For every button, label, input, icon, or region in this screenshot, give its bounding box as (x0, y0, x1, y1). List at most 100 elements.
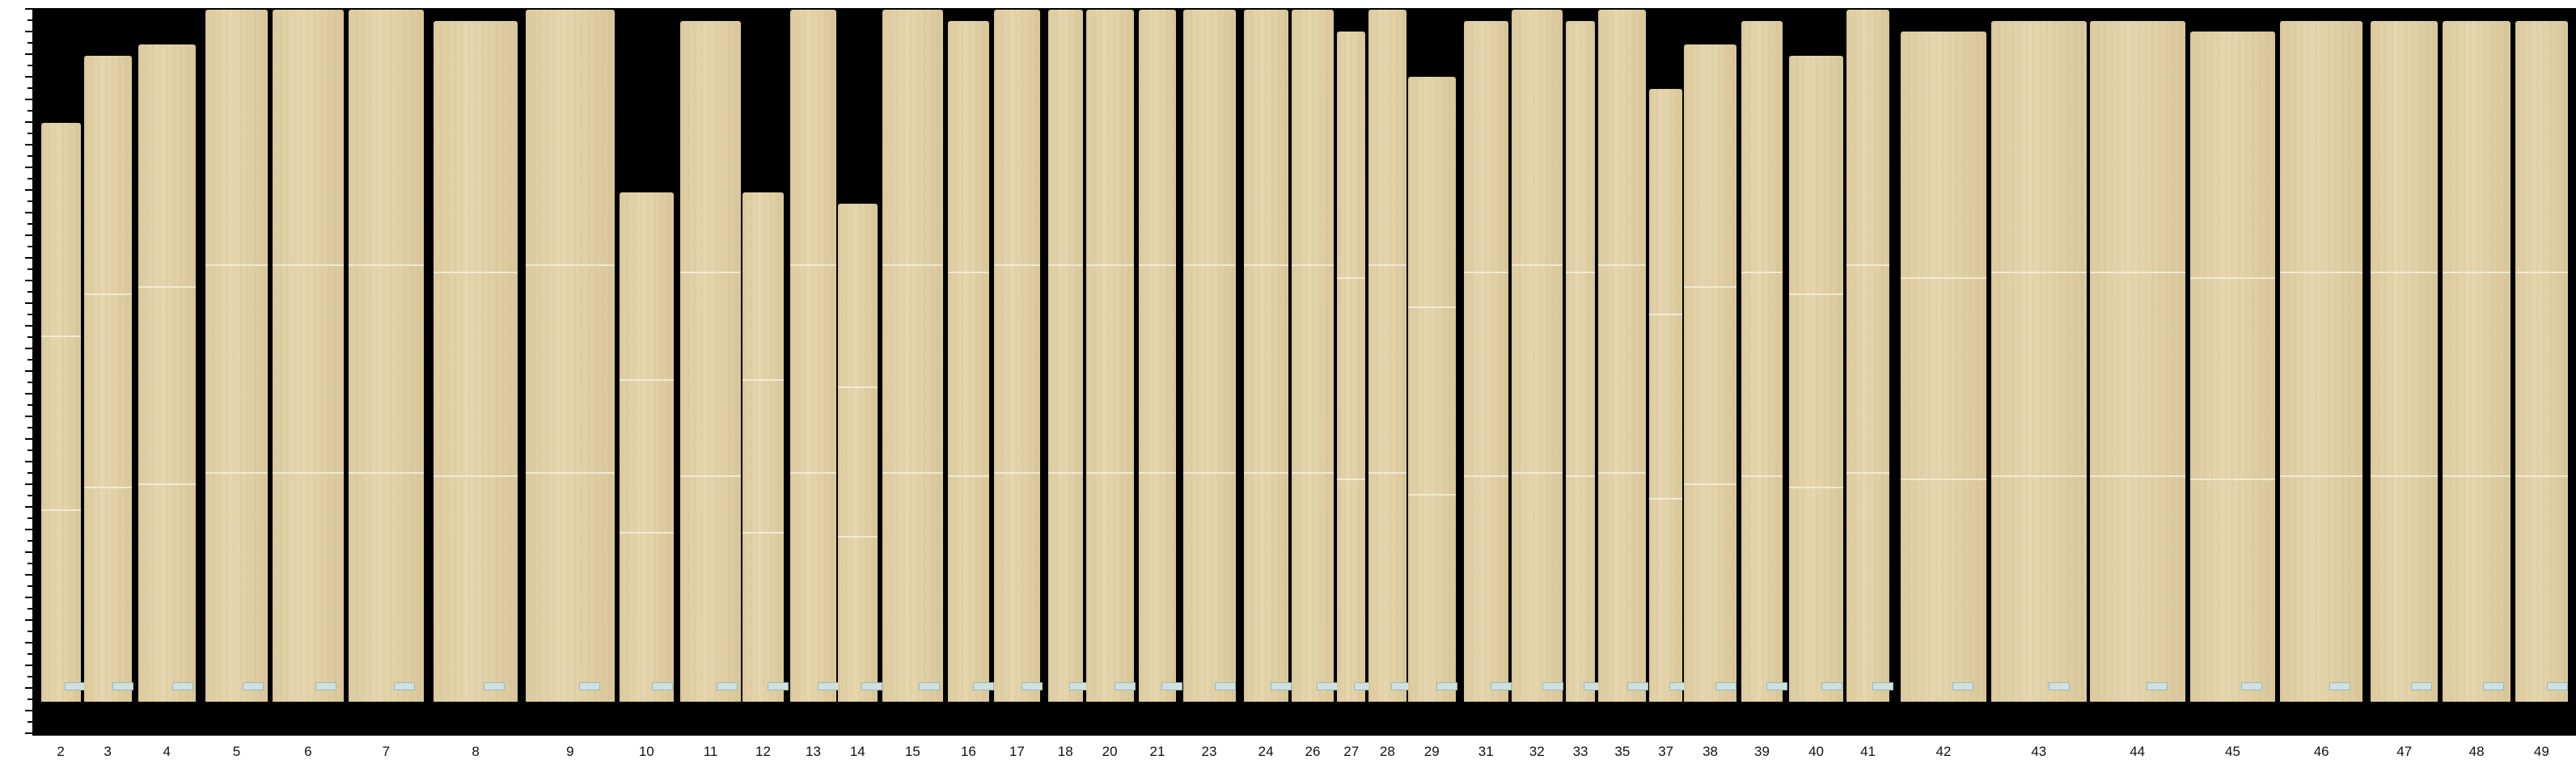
strip-number: 20 (1102, 744, 1118, 759)
seam-line (1368, 471, 1406, 474)
ruler-tick (25, 687, 32, 689)
strip-number: 33 (1572, 744, 1588, 759)
ruler-tick (25, 53, 32, 55)
strip-number: 17 (1009, 744, 1025, 759)
veneer-strip (2189, 31, 2276, 702)
veneer-strip (1990, 21, 2087, 702)
seam-line (948, 475, 989, 478)
seam-line (1789, 293, 1844, 295)
strip-number: 14 (849, 744, 865, 759)
seam-line (1182, 264, 1236, 266)
seam-line (1511, 264, 1563, 266)
ruler-tick (27, 246, 32, 247)
strip-number: 42 (1935, 744, 1952, 759)
seam-line (1598, 471, 1647, 474)
seam-line (40, 508, 81, 511)
label-sticker (1626, 682, 1648, 690)
strip-number: 40 (1808, 744, 1825, 759)
seam-line (1511, 471, 1563, 474)
ruler-tick (27, 404, 32, 406)
seam-line (273, 471, 344, 474)
veneer-strip (205, 10, 269, 702)
label-sticker (1952, 682, 1973, 690)
veneer-strip (1337, 31, 1376, 702)
veneer-strip (1407, 77, 1458, 702)
ruler-tick (27, 631, 32, 632)
veneer-strip (137, 44, 196, 702)
ruler-tick (25, 665, 32, 666)
seam-line (679, 271, 742, 273)
strip-number: 15 (904, 744, 920, 759)
label-sticker (112, 682, 133, 690)
strip-number: 41 (1860, 744, 1876, 759)
seam-line (837, 386, 878, 388)
veneer-strip (837, 203, 883, 702)
ruler-tick (25, 551, 32, 553)
veneer-strip (1243, 10, 1292, 702)
ruler-tick (25, 619, 32, 621)
ruler-tick (25, 8, 32, 10)
strip-number: 45 (2225, 744, 2240, 759)
ruler-tick (27, 291, 32, 293)
seam-line (40, 335, 81, 338)
veneer-strip (40, 123, 87, 702)
strip-number: 7 (382, 744, 391, 759)
strip-number: 47 (2396, 744, 2413, 759)
label-sticker (1766, 682, 1787, 690)
seam-line (679, 475, 742, 478)
label-sticker (2411, 682, 2433, 690)
seam-line (1649, 314, 1682, 316)
veneer-strip (526, 10, 615, 702)
veneer-strip (434, 21, 518, 702)
strip-number: 43 (2031, 744, 2047, 759)
veneer-strip (1182, 10, 1236, 702)
strip-number: 13 (806, 744, 821, 759)
veneer-strip (1684, 44, 1737, 702)
label-sticker (818, 682, 840, 690)
veneer-strip (83, 56, 133, 702)
veneer-strip (348, 10, 425, 702)
ruler-tick (25, 370, 32, 372)
ruler-tick (25, 461, 32, 462)
strip-number: 29 (1423, 744, 1440, 759)
ruler-tick (27, 563, 32, 564)
seam-line (2371, 271, 2439, 273)
seam-line (882, 264, 943, 266)
veneer-strip (2280, 21, 2362, 702)
strip-number: 44 (2130, 744, 2146, 759)
strip-number: 37 (1658, 744, 1674, 759)
label-sticker (1872, 682, 1893, 690)
label-sticker (393, 682, 415, 690)
ruler-tick (27, 382, 32, 383)
veneer-strip (1463, 21, 1512, 702)
ruler-tick (25, 506, 32, 508)
veneer-strip (1649, 88, 1690, 702)
ruler-tick (27, 19, 32, 21)
seam-line (1565, 475, 1596, 478)
veneer-strip (1789, 56, 1844, 702)
ruler-tick (27, 155, 32, 157)
ruler-tick (27, 721, 32, 723)
seam-line (1846, 264, 1889, 266)
seam-line (2443, 475, 2510, 478)
veneer-strip (1047, 10, 1090, 702)
ruler-tick (25, 529, 32, 530)
ruler-tick (25, 416, 32, 417)
ruler-tick (27, 698, 32, 700)
seam-line (2515, 475, 2568, 478)
label-sticker (65, 682, 87, 690)
strip-number: 24 (1258, 744, 1274, 759)
seam-line (2371, 475, 2439, 478)
seam-line (1337, 277, 1365, 280)
seam-line (948, 271, 989, 273)
strip-number: 12 (755, 744, 771, 759)
ruler-tick (27, 676, 32, 677)
strip-number: 32 (1529, 744, 1545, 759)
ruler-tick (27, 200, 32, 202)
seam-line (83, 487, 132, 489)
strip-number: 11 (703, 744, 718, 759)
seam-line (205, 264, 269, 266)
seam-line (348, 264, 425, 266)
veneer-strip (679, 21, 742, 702)
seam-line (742, 532, 784, 534)
